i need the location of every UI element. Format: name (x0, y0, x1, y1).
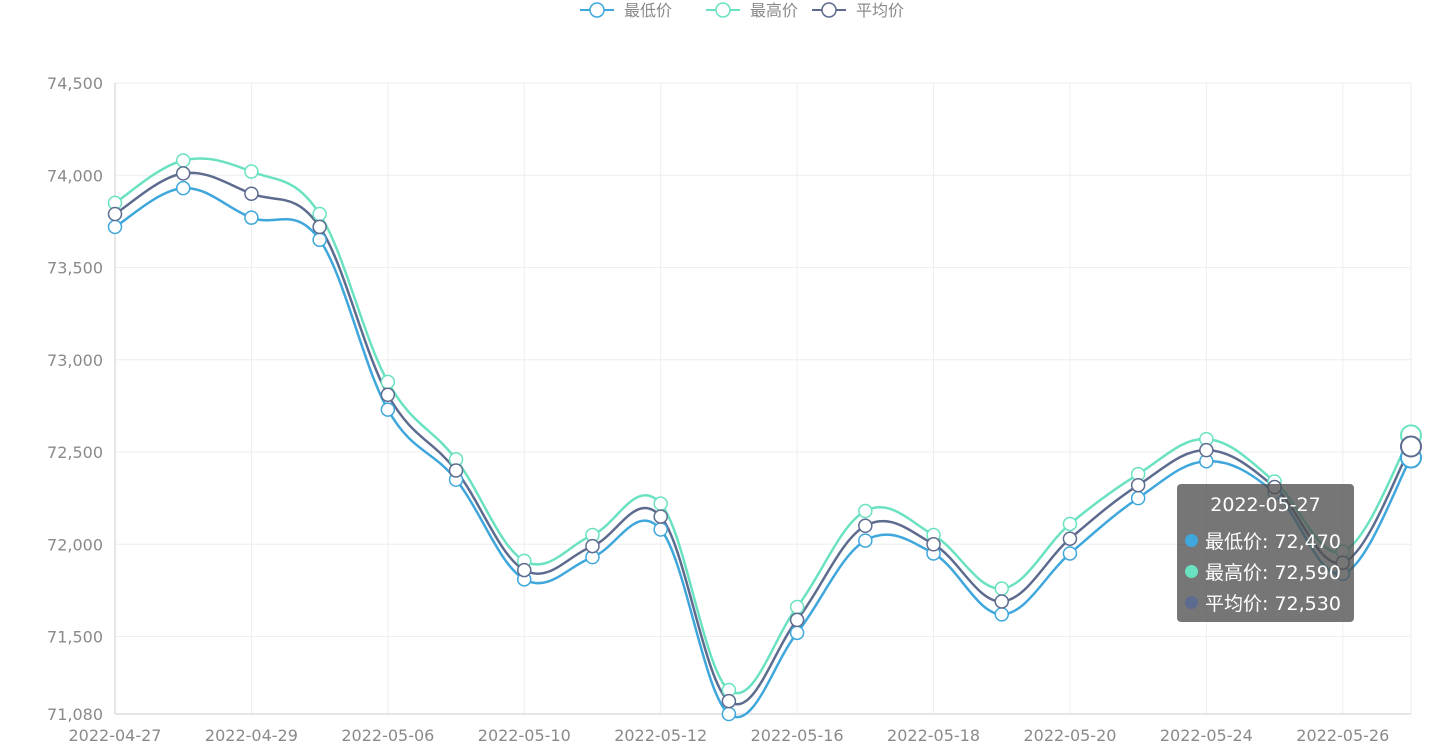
data-point-0 (380, 402, 396, 417)
data-point-0 (1062, 546, 1078, 561)
data-point-0 (653, 522, 668, 537)
series-line-0 (114, 186, 1413, 719)
y-tick-label: 71,080 (47, 705, 103, 724)
data-point-0 (789, 625, 805, 641)
data-point-2 (994, 594, 1009, 609)
tooltip-label-avg: 平均价: 72,530 (1205, 593, 1341, 615)
data-point-0 (175, 180, 191, 196)
data-point-1 (380, 374, 396, 390)
data-point-2 (244, 186, 259, 201)
data-point-1 (994, 581, 1009, 596)
legend-marker (715, 2, 731, 18)
data-point-2 (653, 509, 668, 524)
data-point-0 (1130, 490, 1146, 506)
data-point-2 (1130, 477, 1146, 493)
x-tick-label: 2022-05-12 (614, 726, 707, 745)
data-point-0 (312, 232, 327, 248)
tooltip-row-max: 最高价: 72,590 (1185, 556, 1354, 587)
x-tick-label: 2022-05-16 (751, 726, 844, 745)
data-point-2 (107, 206, 123, 222)
data-point-2 (585, 538, 600, 554)
y-tick-label: 74,500 (47, 74, 103, 93)
data-point-2 (448, 463, 464, 478)
x-tick-label: 2022-04-27 (69, 726, 162, 745)
data-point-1 (244, 164, 259, 179)
y-tick-label: 74,000 (47, 166, 103, 185)
x-tick-label: 2022-05-26 (1296, 726, 1389, 745)
y-tick-label: 72,000 (47, 535, 103, 554)
y-tick-label: 73,500 (47, 259, 103, 278)
tooltip-dot-min (1185, 534, 1198, 547)
legend-marker (821, 2, 837, 18)
x-tick-label: 2022-05-20 (1023, 726, 1116, 745)
data-point-2 (1062, 531, 1078, 546)
data-point-0 (858, 533, 873, 548)
data-point-1 (789, 599, 805, 615)
data-point-2 (858, 518, 873, 534)
legend-label: 最低价 (624, 1, 672, 20)
x-tick-label: 2022-05-06 (341, 726, 434, 745)
tooltip-row-avg: 平均价: 72,530 (1185, 587, 1354, 618)
x-tick-label: 2022-05-18 (887, 726, 980, 745)
data-point-2 (1199, 442, 1214, 458)
data-point-1 (1062, 516, 1078, 532)
data-point-2 (721, 693, 737, 709)
data-point-1 (858, 503, 873, 519)
data-point-2 (312, 219, 327, 235)
tooltip-label-min: 最低价: 72,470 (1205, 531, 1341, 553)
tooltip: 2022-05-27 最低价: 72,470 最高价: 72,590 平均价: … (1177, 484, 1354, 622)
series-line-1 (114, 157, 1413, 695)
data-point-2 (1400, 435, 1422, 458)
legend-label: 平均价 (856, 1, 904, 20)
data-point-1 (312, 206, 327, 222)
y-tick-label: 71,500 (47, 628, 103, 647)
data-point-0 (994, 607, 1009, 622)
tooltip-title: 2022-05-27 (1210, 494, 1321, 516)
tooltip-dot-avg (1185, 596, 1198, 609)
data-point-2 (926, 537, 941, 552)
y-tick-label: 73,000 (47, 351, 103, 370)
tooltip-label-max: 最高价: 72,590 (1205, 562, 1341, 584)
legend-marker (589, 2, 605, 18)
data-point-1 (653, 496, 668, 511)
data-point-2 (380, 387, 396, 403)
y-tick-label: 72,500 (47, 443, 103, 462)
x-tick-label: 2022-05-10 (478, 726, 571, 745)
data-point-1 (175, 153, 191, 168)
data-point-2 (789, 612, 805, 628)
series-line-2 (114, 171, 1413, 706)
legend-label: 最高价 (750, 1, 798, 20)
x-tick-label: 2022-05-24 (1160, 726, 1253, 745)
data-point-2 (517, 562, 532, 578)
data-point-0 (107, 219, 123, 235)
data-point-2 (175, 166, 191, 181)
x-tick-label: 2022-04-29 (205, 726, 298, 745)
data-point-0 (244, 210, 259, 225)
tooltip-dot-max (1185, 565, 1198, 578)
tooltip-row-min: 最低价: 72,470 (1185, 525, 1354, 556)
data-point-0 (721, 706, 737, 722)
